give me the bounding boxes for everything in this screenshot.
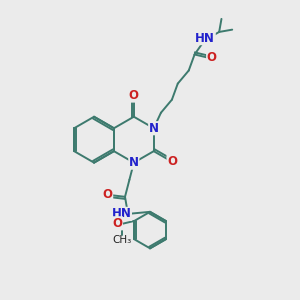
Text: N: N: [129, 156, 139, 169]
Text: CH₃: CH₃: [112, 235, 131, 244]
Text: O: O: [167, 155, 177, 168]
Text: O: O: [129, 89, 139, 102]
Text: HN: HN: [195, 32, 215, 45]
Text: O: O: [207, 51, 217, 64]
Text: HN: HN: [112, 207, 131, 220]
Text: O: O: [112, 217, 122, 230]
Text: O: O: [103, 188, 112, 201]
Text: N: N: [149, 122, 159, 135]
